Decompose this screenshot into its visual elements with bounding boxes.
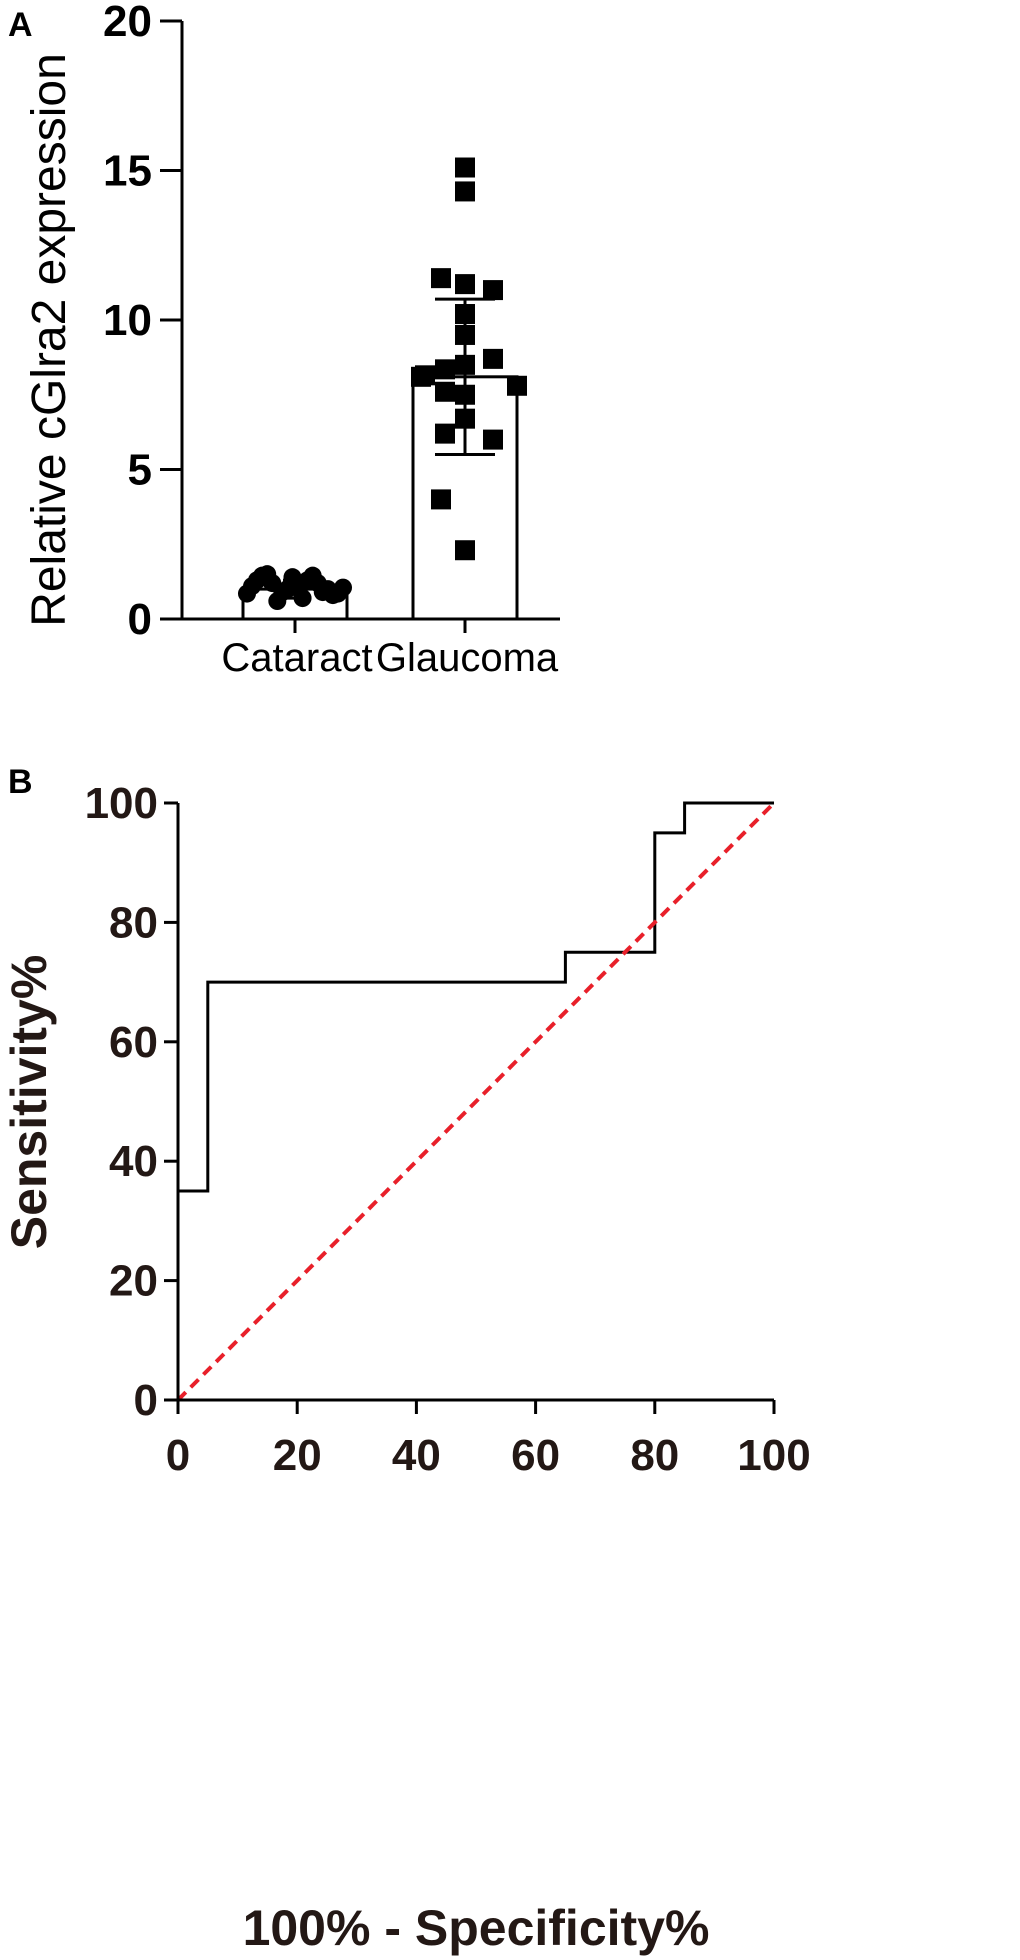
point-glaucoma — [455, 274, 475, 295]
point-glaucoma — [483, 429, 503, 450]
point-glaucoma — [507, 375, 527, 396]
point-glaucoma — [411, 366, 431, 387]
point-glaucoma — [483, 280, 503, 301]
roc-curve — [178, 801, 774, 1193]
panel-a-letter: A — [8, 6, 33, 44]
panel-b-y-tick-label: 40 — [109, 1137, 158, 1186]
panel-b-y-tick-label: 100 — [85, 779, 158, 828]
panel-b-x-tick-label: 20 — [273, 1431, 322, 1480]
panel-b-y-axis-label: Sensitivity% — [1, 955, 57, 1250]
panel-b-y-tick-label: 20 — [109, 1257, 158, 1306]
panel-b-chart: B Sensitivity% 100% - Specificity% 0 20 40… — [1, 763, 811, 1956]
panel-a-y-axis-label: Relative cGlra2 expression — [23, 53, 76, 627]
point-glaucoma — [455, 181, 475, 202]
point-glaucoma — [435, 359, 455, 380]
point-glaucoma — [431, 268, 451, 289]
panel-a-chart: A Relative cGlra2 expression 0 5 10 15 20 Ca… — [8, 0, 560, 680]
panel-b-x-tick-label: 100 — [737, 1431, 810, 1480]
panel-a-y-ticks: 0 5 10 15 20 — [103, 0, 182, 644]
panel-a-category-labels: Cataract Glaucoma — [221, 619, 559, 680]
panel-a-axes — [180, 21, 560, 621]
reference-diagonal-line — [176, 801, 776, 1402]
panel-a-points — [238, 157, 527, 611]
panel-a-y-tick-label: 10 — [103, 296, 152, 345]
panel-b-letter: B — [8, 763, 33, 801]
panel-a-error-bars — [283, 297, 495, 600]
point-glaucoma — [483, 348, 503, 369]
panel-b-x-tick-label: 40 — [392, 1431, 441, 1480]
panel-b-axes — [176, 803, 774, 1402]
panel-b-x-tick-label: 60 — [511, 1431, 560, 1480]
panel-a-category-label: Glaucoma — [376, 636, 559, 680]
panel-a-category-label: Cataract — [221, 636, 372, 680]
panel-a-y-tick-label: 20 — [103, 0, 152, 46]
panel-a-y-tick-label: 0 — [128, 595, 152, 644]
point-glaucoma — [455, 157, 475, 178]
panel-b-x-tick-label: 0 — [166, 1431, 190, 1480]
panel-a-y-tick-label: 5 — [128, 446, 152, 495]
point-glaucoma — [431, 489, 451, 510]
point-glaucoma — [435, 423, 455, 444]
panel-b-x-tick-label: 80 — [630, 1431, 679, 1480]
panel-a-y-tick-label: 15 — [103, 147, 152, 196]
panel-b-y-tick-label: 0 — [134, 1376, 158, 1425]
point-glaucoma — [435, 381, 455, 402]
panel-b-y-tick-label: 80 — [109, 898, 158, 947]
point-cataract — [334, 578, 352, 597]
panel-b-series — [176, 801, 776, 1402]
point-glaucoma — [455, 540, 475, 561]
panel-b-x-axis-label: 100% - Specificity% — [243, 1900, 710, 1956]
panel-b-ticks: 0 20 40 60 80 100 0 20 40 60 80 100 — [85, 779, 811, 1480]
panel-b-y-tick-label: 60 — [109, 1018, 158, 1067]
